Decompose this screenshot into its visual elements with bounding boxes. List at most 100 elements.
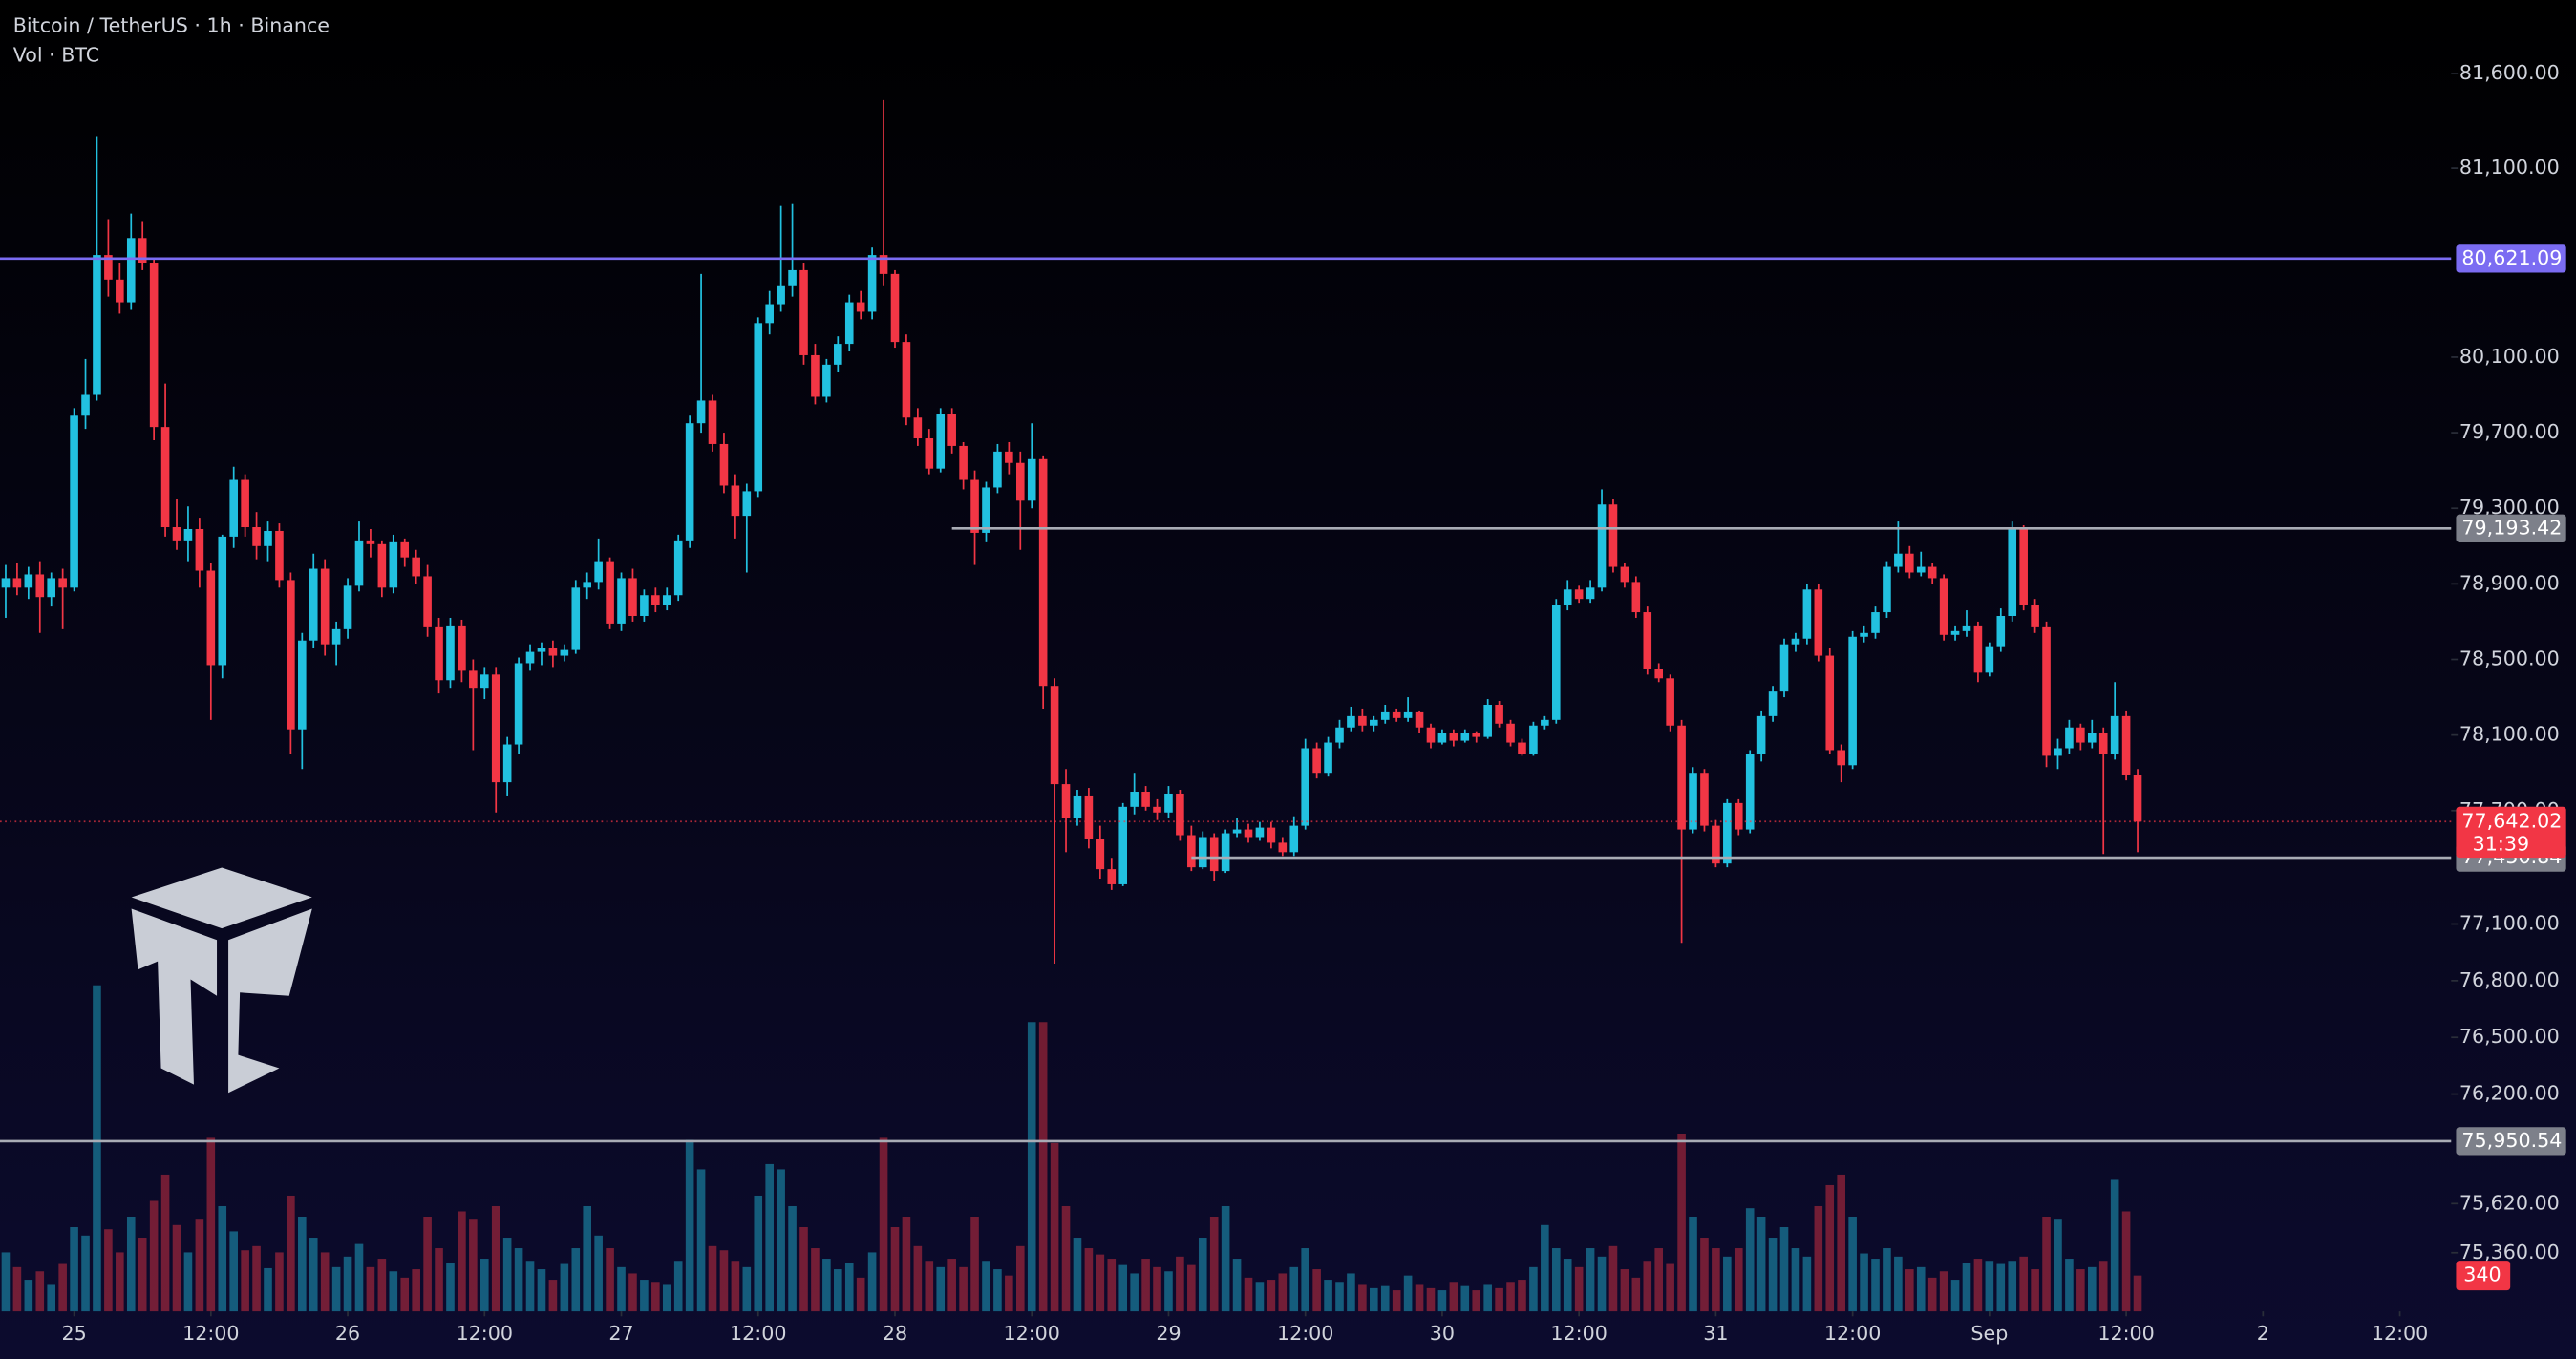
y-tick-label: 79,700.00: [2459, 420, 2560, 443]
candle-body: [93, 255, 101, 395]
volume-bar: [1335, 1282, 1344, 1312]
candle-body: [1529, 725, 1538, 754]
volume-bar: [1084, 1248, 1094, 1312]
candle-body: [2087, 733, 2097, 743]
logo-left: [131, 908, 218, 1085]
candle-body: [241, 479, 249, 528]
y-tick-label: 75,360.00: [2459, 1241, 2560, 1263]
volume-bar: [126, 1216, 136, 1312]
y-tick-label: 78,500.00: [2459, 648, 2560, 670]
x-tick-label: 12:00: [1550, 1322, 1607, 1345]
x-tick-label: 12:00: [1277, 1322, 1333, 1345]
volume-bar: [1962, 1263, 1971, 1312]
volume-bar: [1198, 1238, 1207, 1312]
candle-body: [2121, 715, 2131, 775]
volume-bar: [1563, 1259, 1572, 1312]
candle-body: [1370, 719, 1378, 726]
candle-body: [491, 674, 500, 783]
candle-body: [731, 485, 740, 517]
candle-body: [777, 285, 785, 305]
candle-body: [1187, 835, 1196, 868]
candle-body: [400, 541, 410, 558]
candle-body: [1209, 837, 1219, 872]
candle-body: [377, 543, 387, 588]
candle-body: [879, 255, 888, 274]
volume-bar: [856, 1277, 865, 1312]
y-tick-label: 76,500.00: [2459, 1025, 2560, 1048]
volume-bar: [777, 1169, 785, 1312]
volume-bar: [1631, 1277, 1641, 1312]
candle-body: [1107, 869, 1117, 884]
candle-body: [469, 670, 478, 689]
candle-body: [1015, 462, 1025, 501]
volume-bar: [1916, 1266, 1926, 1312]
candle-body: [1791, 638, 1800, 645]
volume-bar: [651, 1282, 660, 1312]
volume-bar: [1472, 1290, 1481, 1312]
price-line-label-box: [2456, 244, 2566, 273]
volume-bar: [2019, 1256, 2028, 1312]
volume-bar: [354, 1243, 364, 1312]
volume-bar: [560, 1263, 569, 1312]
volume-bar: [1038, 1022, 1048, 1312]
volume-bar: [458, 1211, 466, 1312]
candle-body: [320, 568, 330, 645]
volume-bar: [537, 1269, 546, 1312]
price-line-label: 80,621.09: [2461, 246, 2562, 269]
x-tick-label: 12:00: [730, 1322, 786, 1345]
candle-body: [2042, 626, 2051, 756]
candle-body: [571, 587, 581, 650]
volume-bar: [1700, 1238, 1709, 1312]
x-tick-label: 28: [883, 1322, 907, 1345]
candle-body: [423, 576, 432, 627]
candle-body: [2098, 733, 2108, 754]
volume-bar: [2110, 1179, 2119, 1312]
volume-bar: [1654, 1248, 1664, 1312]
candle-body: [1506, 723, 1515, 743]
volume-bar: [1449, 1282, 1458, 1312]
volume-bar: [241, 1250, 249, 1312]
volume-bar: [412, 1269, 420, 1312]
candle-body: [537, 648, 546, 652]
candle-body: [1084, 795, 1094, 839]
candle-body: [1495, 704, 1503, 724]
volume-bar: [1814, 1205, 1823, 1312]
volume-bar: [1107, 1259, 1117, 1312]
candle-body: [1814, 589, 1823, 656]
candle-body: [298, 640, 307, 730]
volume-bar: [913, 1245, 923, 1312]
volume-bar: [1141, 1259, 1150, 1312]
candle-body: [1700, 773, 1709, 826]
volume-bar: [2076, 1269, 2085, 1312]
volume-bar: [993, 1269, 1002, 1312]
candle-body: [1096, 839, 1105, 870]
volume-bar: [1689, 1216, 1697, 1312]
candle-body: [640, 595, 649, 617]
volume-bar: [606, 1248, 614, 1312]
volume-bar: [1586, 1248, 1595, 1312]
candle-body: [183, 528, 193, 541]
volume-bar: [1608, 1245, 1618, 1312]
candle-body: [331, 628, 341, 645]
candle-body: [1871, 612, 1880, 633]
volume-bar: [982, 1261, 990, 1312]
candle-body: [1745, 754, 1755, 830]
candle-body: [47, 578, 56, 598]
volume-bar: [206, 1137, 216, 1312]
candle-body: [1574, 589, 1584, 600]
candle-body: [1141, 792, 1150, 807]
volume-bar: [1347, 1273, 1355, 1312]
candle-body: [673, 540, 683, 596]
volume-bar: [525, 1261, 535, 1312]
volume-bar: [2098, 1261, 2108, 1312]
volume-bar: [229, 1231, 238, 1312]
volume-bar: [1860, 1253, 1868, 1312]
candle-body: [1437, 733, 1447, 743]
last-volume-box: [2456, 1261, 2511, 1291]
candle-body: [1518, 742, 1526, 754]
volume-bar: [628, 1273, 637, 1312]
candle-body: [446, 625, 455, 681]
candle-body: [1255, 827, 1265, 838]
volume-bar: [1779, 1227, 1789, 1312]
volume-bar: [1415, 1284, 1424, 1312]
